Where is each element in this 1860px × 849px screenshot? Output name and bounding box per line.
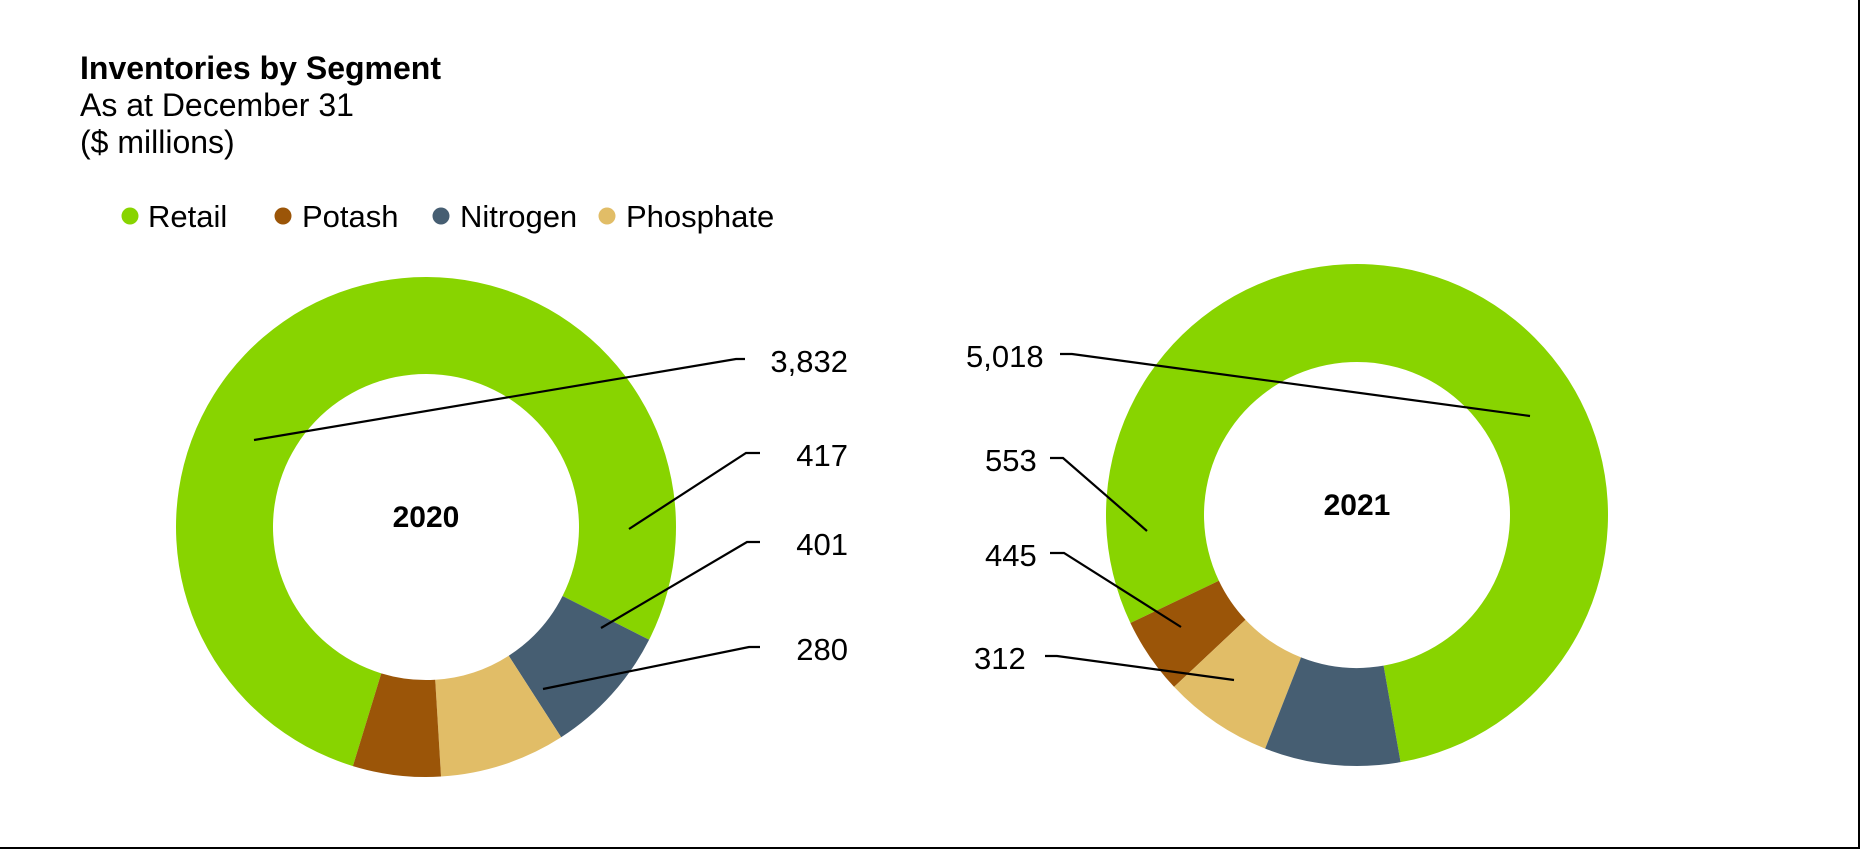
data-label-2020-retail: 3,832 [770, 344, 848, 379]
chart-legend: Retail Potash Nitrogen Phosphate [121, 199, 774, 234]
legend-marker-potash [274, 207, 292, 225]
leader-line-2020-phosphate [600, 540, 760, 629]
donut-2020-slice-phosphate [435, 655, 562, 777]
data-label-2020-nitrogen: 417 [796, 438, 848, 473]
chart-header: Inventories by Segment As at December 31… [80, 50, 441, 160]
legend-item-nitrogen: Nitrogen [432, 199, 577, 234]
donut-2021-label-phosphate: 445 [985, 538, 1182, 628]
donut-2021-slice-phosphate [1174, 619, 1302, 749]
leader-line-2021-retail [1060, 352, 1531, 418]
donut-2021-label-retail: 5,018 [966, 339, 1531, 418]
leader-line-2020-nitrogen [628, 451, 760, 530]
legend-label-retail: Retail [148, 199, 227, 234]
donut-2021-center-label: 2021 [1324, 489, 1391, 522]
legend-marker-phosphate [598, 207, 616, 225]
donut-2020-slice-retail [176, 277, 676, 767]
legend-marker-nitrogen [432, 207, 450, 225]
donut-2020-label-phosphate: 401 [600, 527, 848, 629]
legend-label-phosphate: Phosphate [626, 199, 774, 234]
donut-2020-slice-nitrogen [508, 596, 650, 738]
chart-subtitle-date: As at December 31 [80, 87, 354, 123]
leader-line-2021-nitrogen [1050, 456, 1148, 532]
donut-2020-slices [176, 277, 676, 777]
data-label-2020-potash: 280 [796, 632, 848, 667]
leader-line-2021-phosphate [1050, 551, 1182, 628]
donut-2021-slice-potash [1130, 580, 1246, 687]
donut-2020-center-label: 2020 [393, 501, 460, 534]
leader-line-2020-retail [253, 357, 745, 442]
data-label-2021-phosphate: 445 [985, 538, 1037, 573]
donut-2021-label-nitrogen: 553 [985, 443, 1148, 532]
data-label-2021-nitrogen: 553 [985, 443, 1037, 478]
donut-2021-label-potash: 312 [974, 641, 1235, 682]
legend-marker-retail [121, 207, 139, 225]
legend-item-phosphate: Phosphate [598, 199, 774, 234]
data-label-2020-phosphate: 401 [796, 527, 848, 562]
donut-2020: 2020 3,832 417 401 280 [176, 277, 848, 777]
donut-2021-slices [1106, 264, 1609, 767]
data-label-2021-potash: 312 [974, 641, 1026, 676]
donut-2021: 2021 5,018 553 445 312 [966, 264, 1609, 767]
legend-label-nitrogen: Nitrogen [460, 199, 577, 234]
chart-title: Inventories by Segment [80, 50, 441, 86]
legend-item-potash: Potash [274, 199, 399, 234]
legend-label-potash: Potash [302, 199, 399, 234]
donut-2021-slice-nitrogen [1265, 657, 1401, 767]
chart-subtitle-units: ($ millions) [80, 124, 235, 160]
leader-line-2020-potash [542, 645, 760, 691]
leader-line-2021-potash [1045, 654, 1235, 682]
donut-2021-slice-retail [1106, 264, 1609, 763]
legend-item-retail: Retail [121, 199, 227, 234]
donut-2020-label-retail: 3,832 [253, 344, 848, 442]
donut-2020-label-nitrogen: 417 [628, 438, 848, 530]
donut-2020-label-potash: 280 [542, 632, 848, 691]
donut-2020-slice-potash [352, 673, 442, 777]
data-label-2021-retail: 5,018 [966, 339, 1044, 374]
